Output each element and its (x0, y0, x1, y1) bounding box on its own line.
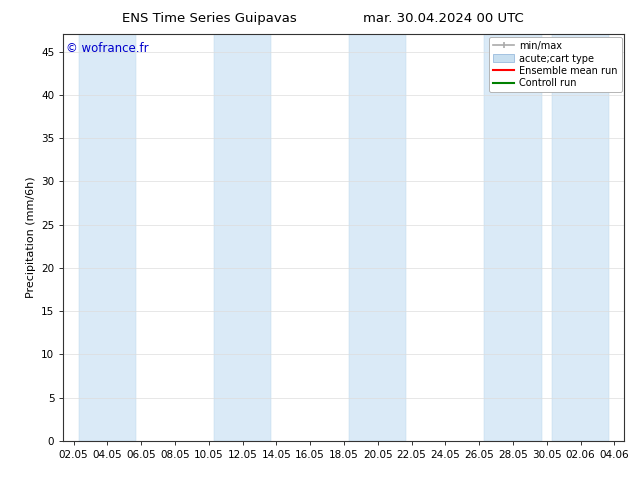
Text: ENS Time Series Guipavas: ENS Time Series Guipavas (122, 12, 297, 25)
Bar (484, 34, 541, 441)
Bar (214, 34, 271, 441)
Text: © wofrance.fr: © wofrance.fr (66, 43, 149, 55)
Bar (349, 34, 406, 441)
Legend: min/max, acute;cart type, Ensemble mean run, Controll run: min/max, acute;cart type, Ensemble mean … (489, 37, 621, 92)
Y-axis label: Precipitation (mm/6h): Precipitation (mm/6h) (25, 177, 36, 298)
Bar (79, 34, 136, 441)
Text: mar. 30.04.2024 00 UTC: mar. 30.04.2024 00 UTC (363, 12, 524, 25)
Bar (552, 34, 609, 441)
